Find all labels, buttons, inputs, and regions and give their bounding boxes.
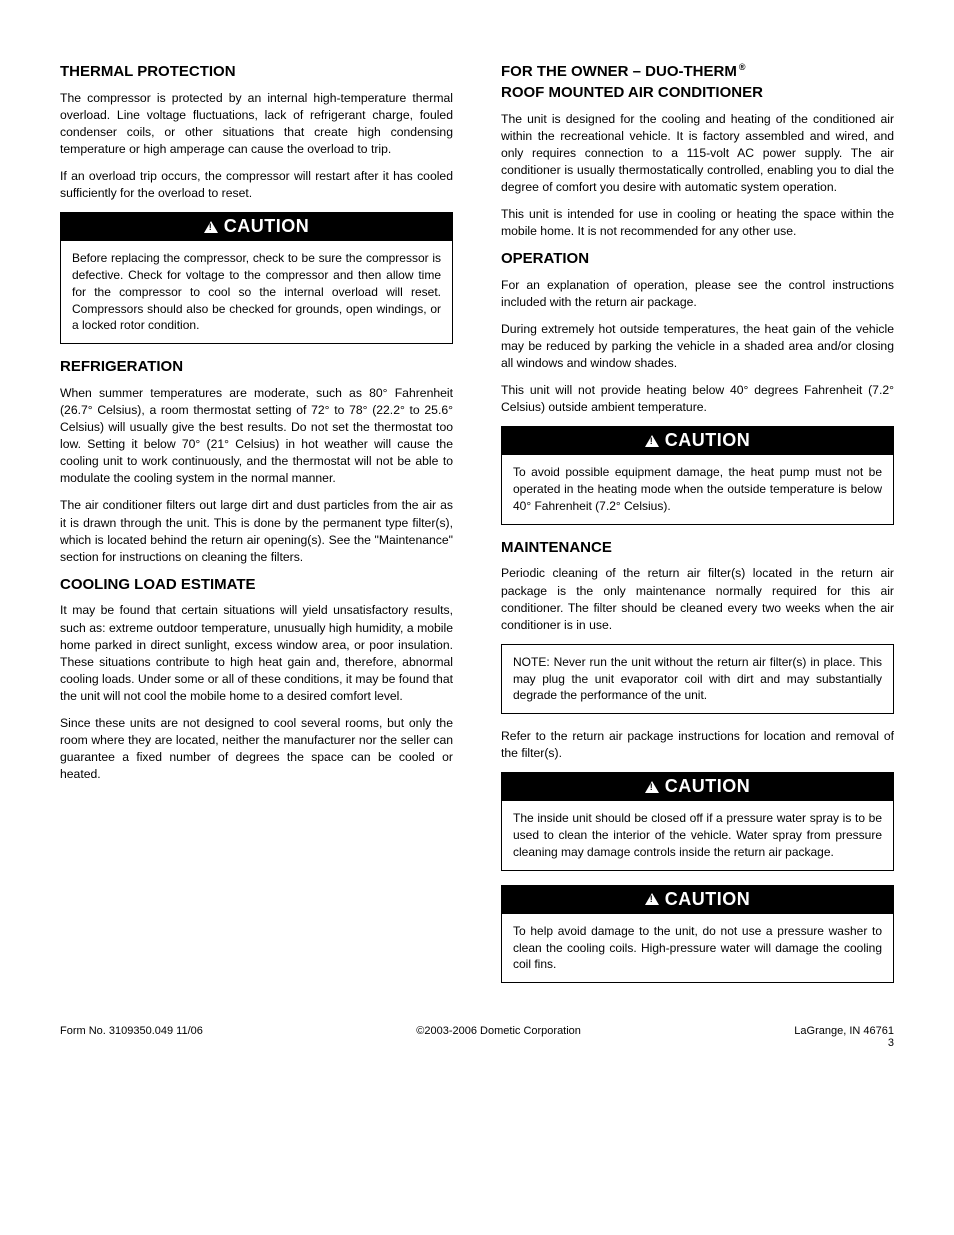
caution-label: CAUTION	[665, 889, 751, 910]
cooling-p2: Since these units are not designed to co…	[60, 715, 453, 783]
owner-header-title: FOR THE OWNER – DUO-THERM ®	[501, 63, 894, 82]
maintenance-title: MAINTENANCE	[501, 539, 894, 558]
caution-box-heatpump: ! CAUTION To avoid possible equipment da…	[501, 426, 894, 524]
caution-box-pressure-washer: ! CAUTION To help avoid damage to the un…	[501, 885, 894, 983]
refrigeration-p1: When summer temperatures are moderate, s…	[60, 385, 453, 487]
note-box-filter: NOTE: Never run the unit without the ret…	[501, 644, 894, 714]
cooling-load-title: COOLING LOAD ESTIMATE	[60, 576, 453, 595]
owner-header-line2: ROOF MOUNTED AIR CONDITIONER	[501, 84, 894, 103]
operation-title: OPERATION	[501, 250, 894, 269]
caution-box-compressor: ! CAUTION Before replacing the compresso…	[60, 212, 453, 344]
page: THERMAL PROTECTION The compressor is pro…	[0, 0, 954, 1235]
operation-p1: For an explanation of operation, please …	[501, 277, 894, 311]
caution-label: CAUTION	[224, 216, 310, 237]
caution-header: ! CAUTION	[502, 773, 893, 801]
caution-box-spray: ! CAUTION The inside unit should be clos…	[501, 772, 894, 870]
footer-right: LaGrange, IN 46761 3	[794, 1025, 894, 1049]
note-body: NOTE: Never run the unit without the ret…	[513, 655, 882, 703]
caution-header: ! CAUTION	[502, 886, 893, 914]
warning-triangle-icon: !	[204, 221, 218, 233]
maintenance-p1: Periodic cleaning of the return air filt…	[501, 565, 894, 633]
registered-symbol: ®	[739, 63, 746, 72]
owner-p2: This unit is intended for use in cooling…	[501, 206, 894, 240]
two-column-layout: THERMAL PROTECTION The compressor is pro…	[60, 63, 894, 997]
owner-header-line1: FOR THE OWNER – DUO-THERM	[501, 63, 737, 82]
cooling-p1: It may be found that certain situations …	[60, 602, 453, 704]
thermal-protection-title: THERMAL PROTECTION	[60, 63, 453, 82]
right-column: FOR THE OWNER – DUO-THERM ® ROOF MOUNTED…	[501, 63, 894, 997]
caution-label: CAUTION	[665, 430, 751, 451]
thermal-p1: The compressor is protected by an intern…	[60, 90, 453, 158]
owner-p1: The unit is designed for the cooling and…	[501, 111, 894, 196]
refrigeration-p2: The air conditioner filters out large di…	[60, 497, 453, 565]
footer-company: LaGrange, IN 46761	[794, 1025, 894, 1037]
thermal-p2: If an overload trip occurs, the compress…	[60, 168, 453, 202]
caution-label: CAUTION	[665, 776, 751, 797]
footer-copyright: ©2003-2006 Dometic Corporation	[416, 1025, 581, 1049]
maintenance-p2: Refer to the return air package instruct…	[501, 728, 894, 762]
operation-p2: During extremely hot outside temperature…	[501, 321, 894, 372]
caution-body-heatpump: To avoid possible equipment damage, the …	[502, 455, 893, 523]
footer-page-number: 3	[888, 1037, 894, 1049]
footer-form-no: Form No. 3109350.049 11/06	[60, 1025, 203, 1049]
warning-triangle-icon: !	[645, 893, 659, 905]
caution-body-spray: The inside unit should be closed off if …	[502, 801, 893, 869]
caution-header: ! CAUTION	[61, 213, 452, 241]
warning-triangle-icon: !	[645, 435, 659, 447]
operation-p3: This unit will not provide heating below…	[501, 382, 894, 416]
caution-body-pressure-washer: To help avoid damage to the unit, do not…	[502, 914, 893, 982]
warning-triangle-icon: !	[645, 781, 659, 793]
refrigeration-title: REFRIGERATION	[60, 358, 453, 377]
caution-body-compressor: Before replacing the compressor, check t…	[61, 241, 452, 343]
caution-header: ! CAUTION	[502, 427, 893, 455]
page-footer: Form No. 3109350.049 11/06 ©2003-2006 Do…	[60, 1025, 894, 1049]
left-column: THERMAL PROTECTION The compressor is pro…	[60, 63, 453, 997]
